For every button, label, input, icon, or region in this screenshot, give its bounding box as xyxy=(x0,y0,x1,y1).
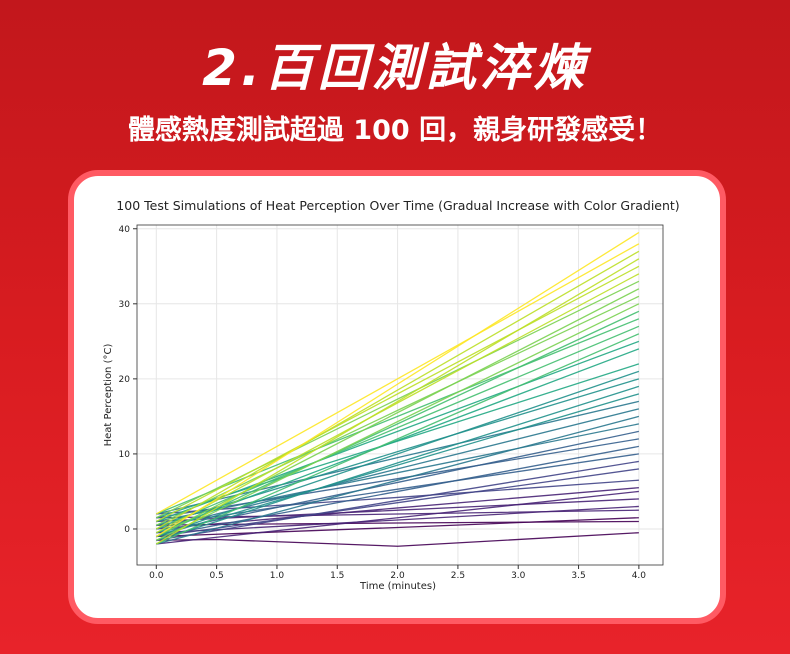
series-line xyxy=(156,532,639,547)
series-line xyxy=(155,273,640,534)
x-tick-label: 2.0 xyxy=(390,571,405,581)
series-line xyxy=(156,295,640,526)
y-tick-label: 40 xyxy=(119,225,131,235)
series-line xyxy=(155,258,640,545)
series-line xyxy=(156,490,639,545)
series-line xyxy=(156,280,640,519)
series-line xyxy=(156,363,640,519)
series-line xyxy=(156,460,639,541)
chart-title: 100 Test Simulations of Heat Perception … xyxy=(116,198,679,213)
series-line xyxy=(155,243,640,515)
chart-card xyxy=(68,170,726,624)
headline: 2.百回測試淬煉 xyxy=(202,39,588,97)
x-tick-label: 0.5 xyxy=(209,571,223,581)
y-tick-label: 10 xyxy=(119,450,131,460)
subheadline: 體感熱度測試超過 100 回，親身研發感受！ xyxy=(127,115,663,146)
y-tick-label: 30 xyxy=(119,300,131,310)
y-tick-label: 0 xyxy=(124,525,130,535)
x-tick-label: 4.0 xyxy=(632,571,647,581)
plot-frame xyxy=(136,224,664,566)
x-axis-label: Time (minutes) xyxy=(359,581,436,592)
series-line xyxy=(156,415,640,545)
x-tick-label: 0.0 xyxy=(149,571,164,581)
x-tick-label: 1.5 xyxy=(330,571,344,581)
y-axis-label: Heat Perception (°C) xyxy=(103,344,114,447)
x-tick-label: 3.5 xyxy=(571,571,585,581)
series-line xyxy=(156,288,640,538)
x-tick-label: 2.5 xyxy=(451,571,465,581)
series-line xyxy=(156,333,640,545)
series-line xyxy=(156,438,639,519)
y-tick-label: 20 xyxy=(119,375,131,385)
series-line xyxy=(155,231,640,538)
x-tick-label: 3.0 xyxy=(511,571,526,581)
x-tick-label: 1.0 xyxy=(270,571,285,581)
